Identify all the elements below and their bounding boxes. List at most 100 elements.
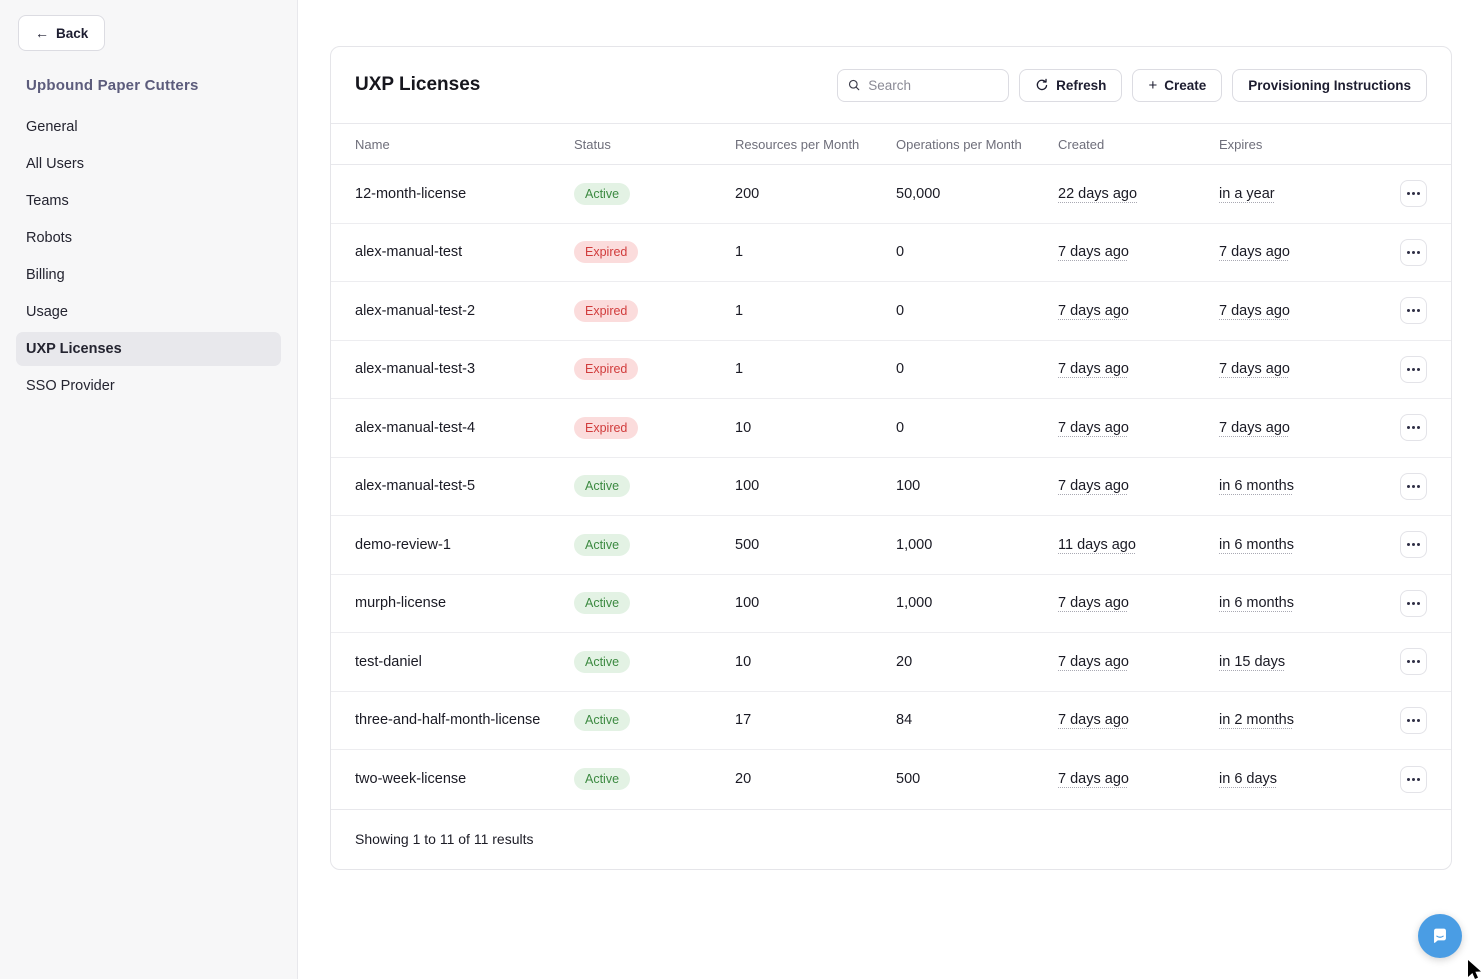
- cell-actions: [1379, 238, 1427, 266]
- table-row: alex-manual-test-4 Expired 10 0 7 days a…: [331, 399, 1451, 458]
- cell-name: alex-manual-test: [355, 244, 463, 261]
- created-value: 7 days ago: [1058, 712, 1129, 729]
- status-badge: Expired: [574, 358, 639, 381]
- search-input[interactable]: [868, 77, 999, 93]
- sidebar-item-teams[interactable]: Teams: [26, 193, 69, 209]
- expires-value: 7 days ago: [1219, 419, 1290, 436]
- arrow-left-icon: ←: [35, 25, 49, 41]
- sidebar-item-usage[interactable]: Usage: [26, 304, 68, 320]
- cell-status: Active: [574, 533, 735, 556]
- cell-expires: in 6 months: [1219, 595, 1379, 611]
- main-content: UXP Licenses Refresh: [298, 0, 1484, 979]
- cell-actions: [1379, 414, 1427, 442]
- sidebar-item-sso-provider[interactable]: SSO Provider: [26, 378, 115, 394]
- table-row: alex-manual-test-2 Expired 1 0 7 days ag…: [331, 282, 1451, 341]
- row-more-button[interactable]: [1400, 297, 1427, 325]
- status-badge: Active: [574, 650, 631, 673]
- cell-resources: 20: [735, 771, 752, 788]
- cell-expires: in 6 months: [1219, 478, 1379, 494]
- table-row: test-daniel Active 10 20 7 days ago in 1…: [331, 633, 1451, 692]
- table-row: alex-manual-test-5 Active 100 100 7 days…: [331, 458, 1451, 516]
- cell-name: alex-manual-test-4: [355, 419, 476, 436]
- column-header-created: Created: [1058, 136, 1105, 152]
- cell-actions: [1379, 706, 1427, 734]
- card-header: UXP Licenses Refresh: [331, 47, 1451, 123]
- table-row: demo-review-1 Active 500 1,000 11 days a…: [331, 516, 1451, 575]
- results-count-text: Showing 1 to 11 of 11 results: [355, 831, 534, 847]
- header-actions: Refresh + Create Provisioning Instructio…: [837, 68, 1427, 102]
- cell-name: alex-manual-test-3: [355, 361, 476, 378]
- created-value: 11 days ago: [1058, 536, 1136, 553]
- cell-resources: 10: [735, 653, 752, 670]
- cell-resources: 17: [735, 712, 752, 729]
- cell-expires: in 6 months: [1219, 537, 1379, 553]
- row-more-button[interactable]: [1400, 765, 1427, 793]
- cell-name: test-daniel: [355, 653, 422, 670]
- sidebar-item-all-users[interactable]: All Users: [26, 156, 85, 172]
- status-badge: Expired: [574, 299, 639, 322]
- cell-name: demo-review-1: [355, 536, 451, 553]
- cell-operations: 1,000: [896, 536, 933, 553]
- cell-created: 7 days ago: [1058, 595, 1219, 611]
- cell-created: 7 days ago: [1058, 303, 1219, 319]
- row-more-button[interactable]: [1400, 472, 1427, 500]
- table-footer: Showing 1 to 11 of 11 results: [331, 808, 1451, 869]
- created-value: 7 days ago: [1058, 302, 1129, 319]
- cell-operations: 84: [896, 712, 913, 729]
- cell-operations: 50,000: [896, 185, 941, 202]
- create-button[interactable]: + Create: [1132, 68, 1223, 102]
- table-body: 12-month-license Active 200 50,000 22 da…: [331, 165, 1451, 809]
- sidebar-item-billing[interactable]: Billing: [26, 267, 65, 283]
- row-more-button[interactable]: [1400, 531, 1427, 559]
- row-more-button[interactable]: [1400, 706, 1427, 734]
- expires-value: in a year: [1219, 185, 1275, 202]
- expires-value: 7 days ago: [1219, 302, 1290, 319]
- expires-value: in 6 months: [1219, 536, 1294, 553]
- cell-expires: 7 days ago: [1219, 303, 1379, 319]
- cell-status: Active: [574, 475, 735, 498]
- search-box[interactable]: [837, 68, 1010, 102]
- cell-created: 7 days ago: [1058, 420, 1219, 436]
- row-more-button[interactable]: [1400, 355, 1427, 383]
- back-button[interactable]: ← Back: [18, 15, 106, 51]
- cell-resources: 1: [735, 302, 744, 319]
- sidebar-item-general[interactable]: General: [26, 119, 78, 135]
- cell-actions: [1379, 297, 1427, 325]
- cell-operations: 100: [896, 478, 921, 495]
- expires-value: 7 days ago: [1219, 361, 1290, 378]
- status-badge: Active: [574, 533, 631, 556]
- sidebar-item-uxp-licenses[interactable]: UXP Licenses: [16, 332, 281, 366]
- row-more-button[interactable]: [1400, 648, 1427, 676]
- cell-created: 7 days ago: [1058, 712, 1219, 728]
- refresh-button-label: Refresh: [1056, 77, 1107, 93]
- refresh-button[interactable]: Refresh: [1019, 68, 1123, 102]
- chat-launcher-button[interactable]: [1418, 914, 1462, 958]
- provisioning-instructions-button[interactable]: Provisioning Instructions: [1232, 68, 1427, 102]
- cell-expires: in a year: [1219, 186, 1379, 202]
- cell-expires: in 2 months: [1219, 712, 1379, 728]
- cell-created: 7 days ago: [1058, 478, 1219, 494]
- row-more-button[interactable]: [1400, 180, 1427, 208]
- cell-created: 7 days ago: [1058, 654, 1219, 670]
- cell-status: Active: [574, 650, 735, 673]
- cell-status: Expired: [574, 299, 735, 322]
- created-value: 7 days ago: [1058, 419, 1129, 436]
- table-row: murph-license Active 100 1,000 7 days ag…: [331, 575, 1451, 633]
- cell-name: 12-month-license: [355, 185, 467, 202]
- row-more-button[interactable]: [1400, 414, 1427, 442]
- create-button-label: Create: [1164, 77, 1207, 93]
- sidebar-item-robots[interactable]: Robots: [26, 230, 72, 246]
- cell-status: Active: [574, 709, 735, 732]
- licenses-card: UXP Licenses Refresh: [330, 46, 1452, 870]
- cell-name: murph-license: [355, 595, 447, 612]
- cell-status: Active: [574, 768, 735, 791]
- row-more-button[interactable]: [1400, 238, 1427, 266]
- status-badge: Expired: [574, 241, 639, 264]
- cell-name: three-and-half-month-license: [355, 712, 541, 729]
- plus-icon: +: [1148, 76, 1158, 94]
- cell-operations: 0: [896, 361, 905, 378]
- cell-status: Expired: [574, 358, 735, 381]
- cell-name: two-week-license: [355, 771, 467, 788]
- cell-actions: [1379, 355, 1427, 383]
- row-more-button[interactable]: [1400, 589, 1427, 617]
